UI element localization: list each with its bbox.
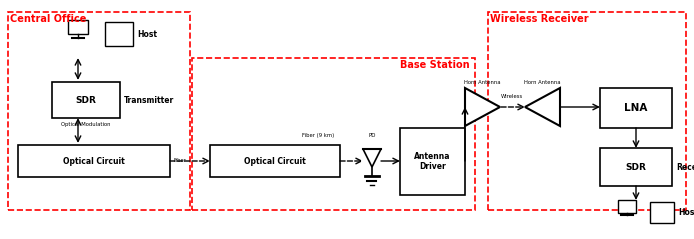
Polygon shape bbox=[525, 88, 560, 126]
Bar bbox=[210, 145, 340, 177]
Bar bbox=[600, 88, 672, 128]
Text: Optical Circuit: Optical Circuit bbox=[63, 157, 125, 165]
Bar bbox=[488, 12, 686, 210]
Bar bbox=[192, 58, 475, 210]
Text: Optical Modulation: Optical Modulation bbox=[61, 122, 111, 127]
Text: Antenna
Driver: Antenna Driver bbox=[414, 152, 450, 171]
Bar bbox=[52, 82, 120, 118]
Text: Receiver: Receiver bbox=[676, 163, 694, 172]
Text: Wireless Receiver: Wireless Receiver bbox=[490, 14, 589, 24]
Bar bbox=[67, 20, 88, 34]
Bar bbox=[105, 22, 133, 46]
Text: LNA: LNA bbox=[625, 103, 648, 113]
Bar bbox=[8, 12, 190, 210]
Polygon shape bbox=[465, 88, 500, 126]
Bar bbox=[18, 145, 170, 177]
Text: Optical Circuit: Optical Circuit bbox=[244, 157, 306, 165]
Text: PD: PD bbox=[369, 133, 375, 138]
Text: SDR: SDR bbox=[625, 163, 646, 172]
Text: Host: Host bbox=[137, 29, 157, 38]
Text: Base Station: Base Station bbox=[400, 60, 470, 70]
Polygon shape bbox=[363, 149, 381, 167]
Text: Host: Host bbox=[678, 208, 694, 217]
Text: Wireless: Wireless bbox=[501, 94, 523, 99]
Bar bbox=[400, 128, 465, 195]
Bar bbox=[618, 200, 636, 213]
Bar bbox=[600, 148, 672, 186]
Text: Horn Antenna: Horn Antenna bbox=[464, 80, 501, 85]
Text: Fiber: Fiber bbox=[174, 158, 187, 163]
Text: Central Office: Central Office bbox=[10, 14, 86, 24]
Text: Transmitter: Transmitter bbox=[124, 96, 174, 104]
Bar bbox=[650, 202, 674, 223]
Text: Horn Antenna: Horn Antenna bbox=[524, 80, 561, 85]
Text: SDR: SDR bbox=[76, 96, 96, 104]
Text: Fiber (9 km): Fiber (9 km) bbox=[302, 133, 334, 138]
